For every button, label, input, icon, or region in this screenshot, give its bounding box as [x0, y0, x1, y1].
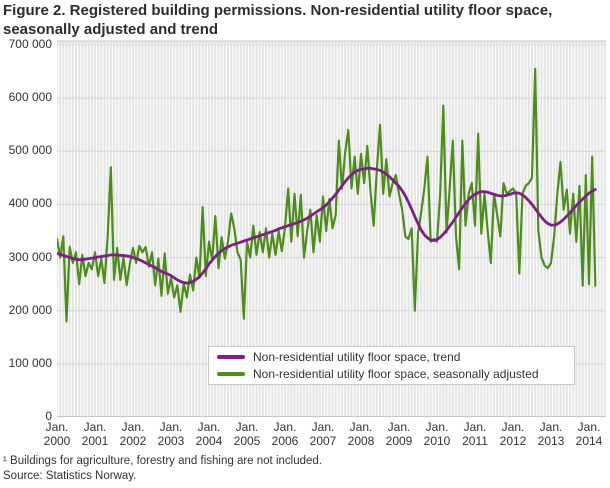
chart-title: Figure 2. Registered building permission… — [3, 2, 553, 38]
y-tick-label: 100 000 — [8, 355, 52, 370]
y-tick-label: 200 000 — [8, 302, 52, 317]
legend-item-trend: Non-residential utility floor space, tre… — [217, 349, 570, 366]
x-tick-label: Jan. 2001 — [81, 420, 109, 448]
legend-label-seasonally-adjusted: Non-residential utility floor space, sea… — [253, 366, 539, 381]
trend-line-swatch — [217, 355, 245, 360]
x-tick-label: Jan. 2013 — [537, 420, 565, 448]
x-tick-label: Jan. 2008 — [347, 420, 375, 448]
x-tick-label: Jan. 2007 — [309, 420, 337, 448]
x-tick-label: Jan. 2000 — [43, 420, 71, 448]
chart-footnote: ¹ Buildings for agriculture, forestry an… — [3, 455, 322, 467]
x-tick-label: Jan. 2011 — [462, 420, 488, 448]
y-tick-label: 300 000 — [8, 249, 52, 264]
x-tick-label: Jan. 2005 — [233, 420, 261, 448]
x-tick-label: Jan. 2014 — [575, 420, 603, 448]
y-tick-label: 400 000 — [8, 196, 52, 211]
legend-item-seasonally-adjusted: Non-residential utility floor space, sea… — [217, 366, 570, 383]
x-tick-label: Jan. 2002 — [119, 420, 147, 448]
x-tick-label: Jan. 2012 — [499, 420, 527, 448]
legend-label-trend: Non-residential utility floor space, tre… — [253, 350, 461, 365]
x-tick-label: Jan. 2009 — [385, 420, 413, 448]
y-tick-label: 500 000 — [8, 143, 52, 158]
x-tick-label: Jan. 2003 — [157, 420, 185, 448]
y-tick-label: 0 — [45, 409, 52, 423]
x-tick-label: Jan. 2004 — [195, 420, 223, 448]
chart-source: Source: Statistics Norway. — [3, 470, 137, 482]
x-tick-label: Jan. 2010 — [423, 420, 451, 448]
y-tick-label: 700 000 — [8, 37, 52, 51]
x-tick-label: Jan. 2006 — [271, 420, 299, 448]
chart-legend: Non-residential utility floor space, tre… — [208, 346, 575, 385]
y-tick-label: 600 000 — [8, 90, 52, 105]
seasonally-adjusted-line-swatch — [217, 371, 245, 376]
